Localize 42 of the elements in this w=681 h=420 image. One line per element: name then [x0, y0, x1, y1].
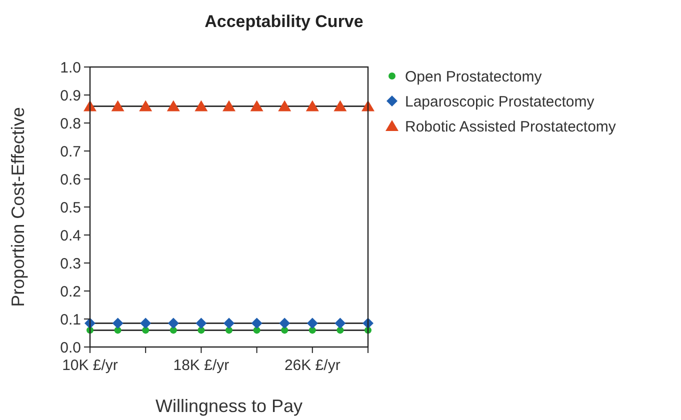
point	[336, 326, 344, 334]
point	[250, 100, 264, 112]
point	[111, 100, 124, 112]
legend-label: Laparoscopic Prostatectomy	[405, 93, 595, 110]
chart-title: Acceptability Curve	[204, 12, 364, 31]
point	[140, 318, 152, 329]
point	[306, 100, 319, 112]
y-tick-label: 0.7	[60, 143, 81, 160]
legend-label: Robotic Assisted Prostatectomy	[405, 118, 616, 136]
point	[222, 100, 236, 112]
point	[278, 100, 292, 112]
y-tick-label: 0.2	[60, 283, 81, 300]
x-tick-label: 10K £/yr	[62, 357, 118, 374]
point	[194, 100, 208, 112]
point	[253, 326, 260, 334]
y-tick-label: 0.9	[60, 87, 81, 104]
point	[139, 100, 152, 112]
point	[198, 326, 205, 334]
point	[279, 318, 290, 329]
y-tick-label: 0.4	[60, 227, 81, 244]
x-tick-label: 26K £/yr	[284, 357, 340, 374]
point	[114, 326, 122, 334]
x-tick-label: 18K £/yr	[173, 357, 230, 374]
y-axis-title: Proportion Cost-Effective	[8, 107, 28, 307]
point	[251, 318, 262, 329]
point	[166, 100, 180, 112]
point	[334, 318, 346, 329]
point	[334, 100, 347, 112]
y-tick-label: 0.8	[60, 115, 81, 132]
y-tick-label: 0.6	[60, 171, 81, 188]
y-tick-label: 0.5	[60, 199, 81, 216]
y-tick-label: 0.3	[60, 255, 81, 272]
point	[112, 318, 124, 329]
x-axis-title: Willingness to Pay	[155, 396, 303, 416]
y-tick-label: 0.0	[60, 339, 81, 356]
point	[196, 318, 207, 329]
point	[224, 318, 234, 329]
y-tick-label: 0.1	[60, 311, 81, 328]
legend-label: Open Prostatectomy	[405, 68, 542, 86]
point	[168, 318, 179, 329]
y-tick-label: 1.0	[60, 59, 81, 76]
point	[306, 318, 318, 329]
